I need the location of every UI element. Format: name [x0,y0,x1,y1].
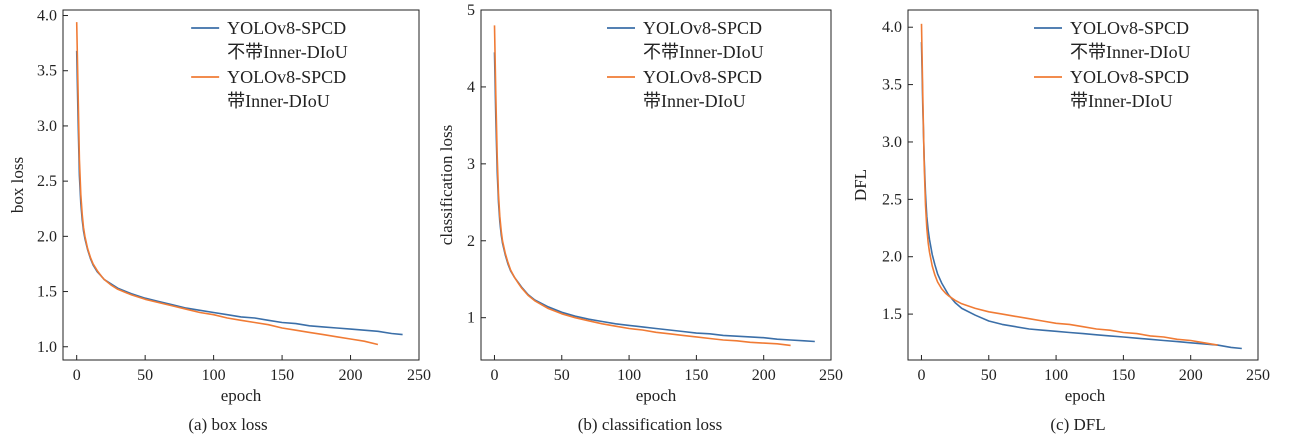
panel-caption: (b) classification loss [578,415,722,434]
y-axis: 1.0 1.5 2.0 2.5 3.0 3.5 4.0 [37,8,68,356]
y-tick-label: 4.0 [882,19,902,36]
x-axis-label: epoch [221,386,262,405]
y-tick-label: 3.0 [37,118,57,135]
panel-dfl: 0 50 100 150 200 250 1.5 2.0 2.5 3.0 3.5 4.0 YOLOv… [851,9,1270,434]
y-tick-label: 1 [467,310,475,327]
y-tick-label: 2 [467,233,475,250]
x-tick-label: 100 [617,367,641,384]
series-line-without-inner-diou [920,42,1242,350]
legend-label: 不带Inner-DIoU [1070,42,1191,62]
x-tick-label: 250 [407,367,431,384]
series-line-with-inner-diou [75,22,379,346]
x-axis: 0 50 100 150 200 250 [490,355,843,384]
x-axis: 0 50 100 150 200 250 [917,355,1270,384]
x-tick-label: 0 [490,367,498,384]
legend-label: YOLOv8-SPCD [643,67,762,87]
series-lines [75,22,403,346]
legend-label: YOLOv8-SPCD [227,18,346,38]
legend-label: YOLOv8-SPCD [1070,67,1189,87]
legend: YOLOv8-SPCD 不带Inner-DIoU YOLOv8-SPCD 带Inner… [607,18,764,111]
y-tick-label: 4.0 [37,8,57,25]
x-tick-label: 0 [917,367,925,384]
y-tick-label: 2.0 [37,228,57,245]
panel-box-loss: 0 50 100 150 200 250 1.0 1.5 2.0 2.5 3.0 3.5 4.0 YO… [8,8,431,434]
legend-label: 带Inner-DIoU [227,91,330,111]
y-axis: 1 2 3 4 5 [467,2,486,327]
legend: YOLOv8-SPCD 不带Inner-DIoU YOLOv8-SPCD 带Inner… [1034,18,1191,111]
x-tick-label: 200 [752,367,776,384]
panel-caption: (a) box loss [188,415,267,434]
y-tick-label: 4 [467,79,475,96]
x-tick-label: 50 [981,367,997,384]
y-axis-label: DFL [851,169,870,201]
x-tick-label: 200 [339,367,363,384]
x-tick-label: 100 [202,367,226,384]
panel-caption: (c) DFL [1050,415,1105,434]
x-tick-label: 100 [1044,367,1068,384]
y-tick-label: 1.5 [882,306,902,323]
y-tick-label: 2.5 [37,173,57,190]
x-tick-label: 150 [1111,367,1135,384]
y-tick-label: 3.0 [882,134,902,151]
y-tick-label: 3.5 [37,63,57,80]
legend-label: YOLOv8-SPCD [1070,18,1189,38]
x-tick-label: 250 [1246,367,1270,384]
y-tick-label: 3 [467,156,475,173]
legend-label: 带Inner-DIoU [643,91,746,111]
y-tick-label: 3.5 [882,77,902,94]
series-line-with-inner-diou [920,23,1218,346]
x-axis: 0 50 100 150 200 250 [73,355,431,384]
x-axis-label: epoch [1065,386,1106,405]
x-tick-label: 0 [73,367,81,384]
y-tick-label: 1.0 [37,339,57,356]
plot-frame [62,9,420,361]
y-tick-label: 2.0 [882,249,902,266]
plot-frame [480,9,832,361]
x-tick-label: 250 [819,367,843,384]
y-tick-label: 5 [467,2,475,19]
legend-label: YOLOv8-SPCD [227,67,346,87]
legend-label: 不带Inner-DIoU [227,42,348,62]
x-tick-label: 150 [684,367,708,384]
series-lines [493,25,815,347]
legend-label: YOLOv8-SPCD [643,18,762,38]
x-axis-label: epoch [636,386,677,405]
legend-label: 带Inner-DIoU [1070,91,1173,111]
legend: YOLOv8-SPCD 不带Inner-DIoU YOLOv8-SPCD 带Inner… [191,18,348,111]
plot-frame [907,9,1259,361]
y-tick-label: 2.5 [882,191,902,208]
y-tick-label: 1.5 [37,284,57,301]
x-tick-label: 50 [137,367,153,384]
x-tick-label: 50 [554,367,570,384]
panel-classification-loss: 0 50 100 150 200 250 1 2 3 4 5 YOLOv8-SPCD 不带Inner… [437,2,843,434]
y-axis-label: classification loss [437,125,456,245]
y-axis: 1.5 2.0 2.5 3.0 3.5 4.0 [882,19,913,323]
y-axis-label: box loss [8,157,27,213]
x-tick-label: 200 [1179,367,1203,384]
x-tick-label: 150 [270,367,294,384]
series-line-with-inner-diou [493,25,791,347]
series-lines [920,23,1242,350]
legend-label: 不带Inner-DIoU [643,42,764,62]
